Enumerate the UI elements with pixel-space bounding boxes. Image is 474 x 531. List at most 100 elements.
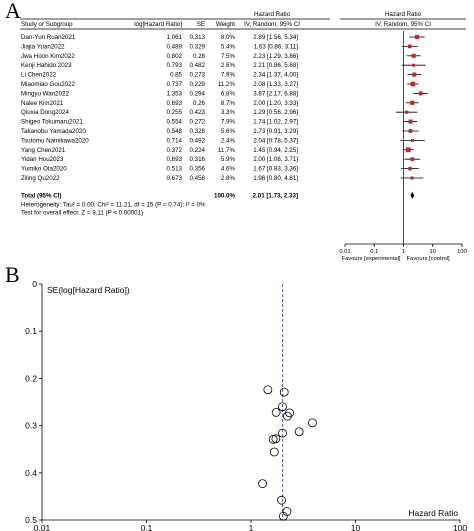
study-se: 0.482 (190, 62, 206, 69)
study-name: Jiajia Yuan2022 (21, 43, 65, 50)
funnel-y-axis-label: SE(log[Hazard Ratio]) (47, 285, 130, 295)
study-point-marker (405, 147, 411, 153)
study-ci-text: 2.00 [1.08, 3.71] (253, 156, 298, 163)
study-se: 0.458 (190, 175, 206, 182)
study-name: Miaomiao Gou2022 (21, 81, 76, 88)
study-loghr: 0.255 (167, 109, 183, 116)
study-weight: 11.7% (218, 147, 236, 154)
funnel-x-tick-label: 1 (249, 523, 254, 531)
study-name: Nalee Kim2021 (21, 100, 64, 107)
study-se: 0.356 (190, 166, 206, 173)
funnel-plot: SE(log[Hazard Ratio]) Hazard Ratio 0 0.1 0.2… (25, 279, 467, 531)
study-weight: 5.9% (221, 156, 236, 163)
funnel-study-point (279, 387, 289, 397)
study-loghr: 0.673 (167, 175, 183, 182)
study-loghr: 0.554 (167, 119, 183, 126)
study-ci-text: 2.08 [1.33, 3.27] (253, 81, 298, 88)
study-loghr: 0.793 (167, 62, 183, 69)
study-point-marker (412, 72, 417, 77)
study-point-marker (405, 110, 409, 114)
study-point-marker (411, 138, 415, 142)
study-se: 0.26 (193, 100, 206, 107)
study-loghr: 0.489 (167, 43, 183, 50)
total-weight: 100.0% (214, 192, 235, 199)
study-ci-text: 2.21 [0.86, 5.68] (253, 62, 298, 69)
total-ci-text: 2.01 [1.73, 2.33] (253, 192, 298, 199)
funnel-study-point (271, 434, 281, 444)
study-point-marker (410, 157, 415, 162)
funnel-study-point (269, 447, 279, 457)
funnel-study-point (285, 408, 294, 418)
study-se: 0.423 (190, 109, 206, 116)
study-loghr: 0.513 (167, 166, 183, 173)
study-se: 0.329 (190, 43, 206, 50)
study-ci-text: 2.04 [0.78, 5.37] (253, 137, 298, 144)
study-weight: 3.3% (221, 109, 236, 116)
study-se: 0.316 (190, 156, 206, 163)
study-ci-text: 1.73 [0.91, 3.29] (253, 128, 298, 135)
study-weight: 5.6% (221, 128, 236, 135)
study-ci-text: 1.96 [0.80, 4.81] (253, 175, 298, 182)
funnel-study-point (258, 479, 267, 489)
funnel-y-tick-label: 0.3 (25, 421, 37, 431)
study-point-marker (410, 100, 415, 105)
study-point-marker (408, 119, 413, 124)
funnel-y-tick-label: 0.1 (25, 326, 37, 336)
header-ci: IV, Random, 95% CI (244, 21, 300, 28)
study-se: 0.328 (190, 128, 206, 135)
panel-label-a: A (5, 0, 21, 23)
study-weight: 7.9% (221, 119, 236, 126)
study-name: Jwa Hoon Kim2022 (21, 53, 75, 60)
study-name: Yidan Hou2023 (21, 156, 64, 163)
study-ci-text: 2.89 [1.56, 5.34] (253, 34, 298, 41)
study-se: 0.492 (190, 137, 206, 144)
funnel-x-axis-label: Hazard Ratio (408, 508, 458, 518)
funnel-y-tick-label: 0.4 (25, 468, 37, 478)
study-ci-text: 1.45 [0.94, 2.25] (253, 147, 298, 154)
study-ci-text: 2.23 [1.29, 3.86] (253, 53, 298, 60)
header-loghr: log[Hazard Ratio] (134, 21, 182, 28)
header-hazard-ratio-left: Hazard Ratio (254, 11, 291, 18)
favours-right-label: Favours [control] (407, 256, 451, 262)
study-point-marker (407, 44, 412, 49)
study-weight: 11.2% (218, 81, 236, 88)
forest-x-tick-label: 0.01 (339, 249, 350, 255)
forest-x-tick-label: 1 (402, 249, 405, 255)
forest-plot: Hazard Ratio Hazard Ratio Study or Subgrou… (20, 11, 467, 262)
study-weight: 8.0% (221, 34, 236, 41)
funnel-x-tick-label: 100 (453, 523, 467, 531)
study-point-marker (412, 63, 416, 67)
funnel-study-point (308, 418, 317, 428)
study-weight: 2.4% (221, 137, 236, 144)
study-ci-text: 3.87 [2.17, 6.88] (253, 90, 298, 97)
study-name: Li Chen2022 (21, 72, 57, 79)
header-hazard-ratio-right: Hazard Ratio (385, 11, 422, 18)
study-name: Kenji Hahido 2023 (21, 62, 72, 69)
study-point-marker (410, 81, 416, 87)
study-name: Yumiko Ota2020 (21, 166, 67, 173)
study-name: Takanobu Yamada2020 (21, 128, 86, 135)
study-name: Dan-Yun Ruan2021 (21, 34, 76, 41)
funnel-x-tick-label: 10 (351, 523, 361, 531)
study-name: Yang Chen2021 (21, 147, 66, 154)
forest-x-tick-label: 10 (430, 249, 436, 255)
favours-left-label: Favours [experimental] (342, 256, 401, 262)
study-weight: 2.8% (221, 175, 236, 182)
study-name: Tsutomu Namikawa2020 (21, 137, 89, 144)
study-ci-text: 1.67 [0.83, 3.36] (253, 166, 298, 173)
funnel-study-point (278, 428, 287, 438)
study-point-marker (411, 53, 416, 58)
study-name: Shigeo Tokumaru2021 (21, 119, 83, 126)
study-se: 0.294 (190, 90, 206, 97)
total-diamond (410, 191, 415, 199)
study-ci-text: 1.63 [0.86, 3.11] (254, 43, 299, 50)
study-loghr: 0.714 (167, 137, 183, 144)
study-loghr: 1.061 (167, 34, 183, 41)
funnel-study-point (271, 407, 281, 417)
study-ci-text: 1.74 [1.02, 2.97] (253, 119, 298, 126)
overall-effect-text: Test for overall effect: Z = 9.11 (P < 0… (21, 209, 143, 216)
study-se: 0.313 (190, 34, 206, 41)
study-weight: 4.6% (221, 166, 236, 173)
heterogeneity-text: Heterogeneity: Tau² = 0.00; Chi² = 11.21… (21, 201, 206, 208)
study-point-marker (408, 129, 413, 133)
